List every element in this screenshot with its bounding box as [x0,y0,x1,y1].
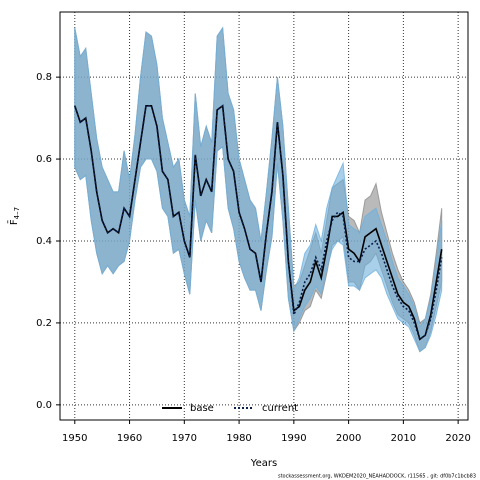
y-tick-label: 0.2 [36,318,52,329]
series-line [74,104,443,341]
y-axis-label-sub: 4–7 [13,207,21,219]
x-tick-label: 1980 [226,433,251,444]
y-tick-label: 0.8 [36,72,52,83]
y-axis-label: F̄4–7 [7,207,21,225]
y-tick-label: 0.4 [36,236,52,247]
footnote: stockassessment.org, WKDEM2020_NEAHADDOC… [278,474,476,480]
x-axis-label: Years [250,458,277,469]
x-tick-label: 2020 [445,433,470,444]
plot-frame [59,11,469,421]
x-tick-label: 1990 [281,433,306,444]
x-tick-label: 1960 [117,433,142,444]
x-tick-label: 2000 [336,433,361,444]
y-tick-label: 0.6 [36,154,52,165]
x-tick-label: 1950 [62,433,87,444]
y-tick-label: 0.0 [36,400,52,411]
y-axis-label-group: F̄4–7 [7,207,21,225]
x-tick-label: 1970 [172,433,197,444]
x-tick-label: 2010 [391,433,416,444]
y-axis-label-main: F̄ [7,219,20,225]
confidence-band [74,26,443,353]
legend-label: current [262,403,298,414]
legend-label: base [190,403,214,414]
